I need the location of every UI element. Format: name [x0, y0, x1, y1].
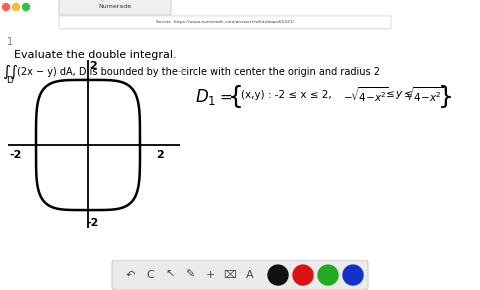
Text: (2x − y) dA, D is bounded by the circle with center the origin and radius 2: (2x − y) dA, D is bounded by the circle … [17, 67, 380, 77]
Text: (x,y) : -2 ≤ x ≤ 2,: (x,y) : -2 ≤ x ≤ 2, [241, 90, 335, 100]
Circle shape [2, 3, 10, 10]
Text: ↖: ↖ [165, 270, 175, 280]
Text: A: A [246, 270, 254, 280]
Text: ∫∫: ∫∫ [2, 64, 18, 79]
Text: $-\!\sqrt{4{-}x^2}$: $-\!\sqrt{4{-}x^2}$ [343, 86, 389, 104]
Text: C: C [146, 270, 154, 280]
Text: 1: 1 [7, 37, 13, 47]
Text: $\leq y \leq$: $\leq y \leq$ [383, 89, 414, 101]
FancyBboxPatch shape [59, 16, 391, 29]
Text: $D_1$: $D_1$ [195, 87, 216, 107]
FancyBboxPatch shape [112, 260, 368, 290]
Text: {: { [228, 85, 244, 109]
Text: +: + [177, 66, 187, 78]
FancyBboxPatch shape [59, 0, 171, 15]
Text: ⌧: ⌧ [224, 270, 237, 280]
Circle shape [268, 265, 288, 285]
Circle shape [343, 265, 363, 285]
Circle shape [23, 3, 29, 10]
Text: -2: -2 [10, 150, 22, 160]
Text: +: + [205, 270, 215, 280]
Text: =: = [219, 89, 232, 104]
Text: }: } [438, 85, 454, 109]
Text: ↶: ↶ [125, 270, 135, 280]
Text: -2: -2 [87, 218, 99, 228]
Text: ✎: ✎ [185, 270, 195, 280]
Text: Evaluate the double integral.: Evaluate the double integral. [14, 50, 177, 60]
Circle shape [12, 3, 20, 10]
Text: D: D [7, 77, 13, 86]
Circle shape [293, 265, 313, 285]
Text: Numerade: Numerade [98, 4, 132, 10]
Text: Secure  https://www.numerade.com/answers/whiteboard/5321/: Secure https://www.numerade.com/answers/… [156, 20, 294, 24]
Circle shape [318, 265, 338, 285]
Text: $\sqrt{4{-}x^2}$: $\sqrt{4{-}x^2}$ [405, 86, 444, 104]
Text: 2: 2 [156, 150, 164, 160]
Text: 2: 2 [89, 61, 97, 71]
